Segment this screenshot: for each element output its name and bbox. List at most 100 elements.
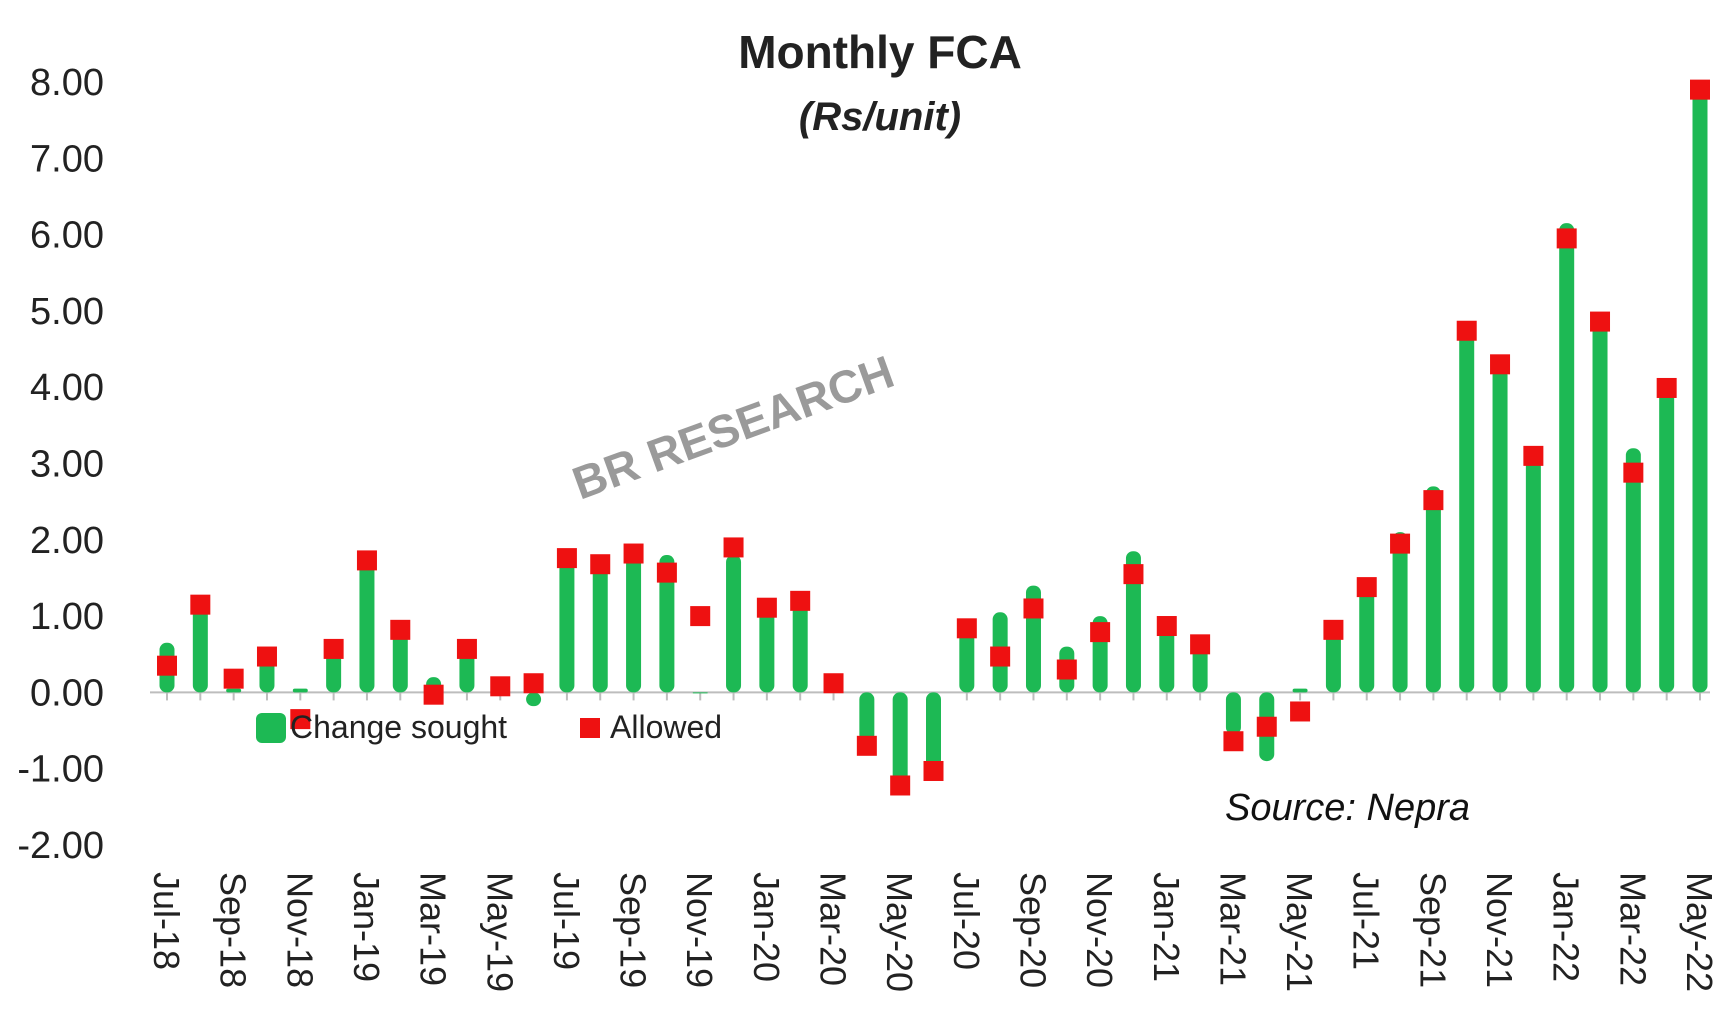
x-tick-label: May-19: [479, 872, 520, 992]
allowed-marker: [1456, 320, 1477, 341]
x-tick-label: Nov-18: [279, 872, 320, 988]
allowed-marker: [756, 597, 777, 618]
change-sought-bar: [192, 604, 208, 693]
allowed-marker: [1056, 659, 1077, 680]
allowed-marker: [823, 673, 844, 694]
allowed-marker: [1590, 311, 1611, 332]
change-sought-bar: [1625, 448, 1641, 693]
change-sought-bar: [659, 555, 675, 693]
allowed-marker: [1323, 619, 1344, 640]
allowed-marker: [1490, 354, 1511, 375]
change-sought-bar: [1225, 692, 1241, 735]
source-note: Source: Nepra: [1225, 787, 1470, 829]
change-sought-bar: [626, 555, 642, 693]
allowed-marker: [1290, 701, 1311, 722]
change-sought-bar: [226, 688, 242, 693]
allowed-marker: [1190, 634, 1211, 655]
allowed-marker: [223, 668, 244, 689]
y-axis: 8.00 7.00 6.00 5.00 4.00 3.00 2.00 1.00 0.00 -1.0…: [17, 62, 104, 867]
change-sought-bar: [1359, 589, 1375, 693]
y-tick-label: 0.00: [30, 672, 104, 714]
change-sought-bar: [926, 692, 941, 769]
legend-label-allowed: Allowed: [610, 709, 722, 745]
allowed-marker: [1156, 616, 1177, 637]
allowed-marker: [556, 548, 577, 569]
watermark-br-research: BR RESEARCH: [566, 345, 901, 509]
change-sought-bar: [726, 555, 742, 693]
allowed-marker: [456, 638, 477, 659]
x-tick-label: Jan-19: [346, 872, 387, 982]
allowed-marker: [1556, 228, 1577, 249]
y-tick-label: 2.00: [30, 520, 104, 562]
allowed-marker: [656, 562, 677, 583]
allowed-marker: [1223, 731, 1244, 752]
change-sought-bars: [159, 89, 1708, 784]
allowed-marker: [356, 550, 377, 571]
change-sought-bar: [892, 692, 908, 784]
allowed-marker: [623, 543, 644, 564]
allowed-marker: [256, 646, 277, 667]
allowed-marker: [1356, 577, 1377, 598]
change-sought-bar: [1425, 486, 1441, 693]
chart-title: Monthly FCA: [738, 26, 1022, 78]
legend-swatch-allowed: [580, 718, 600, 738]
x-tick-label: Jul-20: [946, 872, 987, 970]
allowed-marker: [723, 537, 744, 558]
y-tick-label: 3.00: [30, 444, 104, 486]
change-sought-bar: [459, 650, 475, 693]
x-tick-label: May-22: [1679, 872, 1720, 992]
allowed-marker: [290, 709, 311, 730]
x-tick-label: Sep-20: [1012, 872, 1053, 988]
x-tick-label: Jan-20: [746, 872, 787, 982]
y-tick-label: 4.00: [30, 367, 104, 409]
legend-label-change-sought: Change sought: [290, 709, 507, 745]
allowed-markers: [157, 79, 1710, 796]
x-tick-label: Nov-19: [679, 872, 720, 988]
change-sought-bar: [392, 631, 408, 693]
change-sought-bar: [1325, 631, 1341, 693]
x-tick-label: Jul-21: [1346, 872, 1387, 970]
x-tick-label: Sep-21: [1412, 872, 1453, 988]
y-tick-label: 6.00: [30, 215, 104, 257]
change-sought-bar: [759, 608, 775, 693]
change-sought-bar: [792, 600, 808, 693]
change-sought-bar: [1292, 688, 1308, 693]
allowed-marker: [423, 684, 444, 705]
allowed-marker: [790, 590, 811, 611]
change-sought-bar: [326, 650, 342, 693]
allowed-marker: [1390, 533, 1411, 554]
allowed-marker: [1656, 377, 1677, 398]
change-sought-bar: [1392, 532, 1408, 693]
change-sought-bar: [292, 688, 308, 693]
x-tick-label: Sep-19: [613, 872, 654, 988]
x-tick-label: May-20: [879, 872, 920, 992]
allowed-marker: [990, 646, 1011, 667]
change-sought-bar: [859, 692, 875, 742]
x-tick-label: Mar-22: [1612, 872, 1653, 986]
allowed-marker: [890, 775, 911, 796]
allowed-marker: [1690, 79, 1710, 100]
allowed-marker: [523, 673, 544, 694]
change-sought-bar: [259, 658, 275, 693]
x-tick-label: Jan-21: [1146, 872, 1187, 982]
allowed-marker: [590, 554, 611, 575]
y-tick-label: 7.00: [30, 138, 104, 180]
allowed-marker: [856, 735, 877, 756]
allowed-marker: [1123, 564, 1144, 585]
change-sought-bar: [359, 551, 375, 693]
allowed-marker: [956, 618, 977, 639]
legend-swatch-change-sought: [256, 713, 286, 743]
change-sought-bar: [1692, 89, 1708, 693]
y-tick-label: 8.00: [30, 62, 104, 104]
change-sought-bar: [592, 566, 608, 693]
allowed-marker: [1623, 462, 1644, 483]
y-tick-label: 1.00: [30, 596, 104, 638]
change-sought-bar: [1159, 627, 1175, 693]
x-tick-label: Mar-21: [1212, 872, 1253, 986]
allowed-marker: [1256, 716, 1277, 737]
allowed-marker: [1423, 490, 1444, 511]
allowed-marker: [190, 594, 211, 615]
allowed-marker: [1023, 598, 1044, 619]
x-tick-label: May-21: [1279, 872, 1320, 992]
change-sought-bar: [1492, 368, 1508, 693]
